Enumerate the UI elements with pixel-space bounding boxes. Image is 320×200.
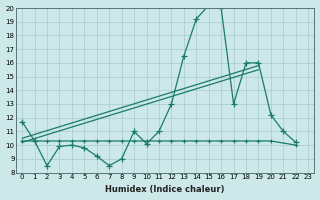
X-axis label: Humidex (Indice chaleur): Humidex (Indice chaleur) bbox=[106, 185, 225, 194]
